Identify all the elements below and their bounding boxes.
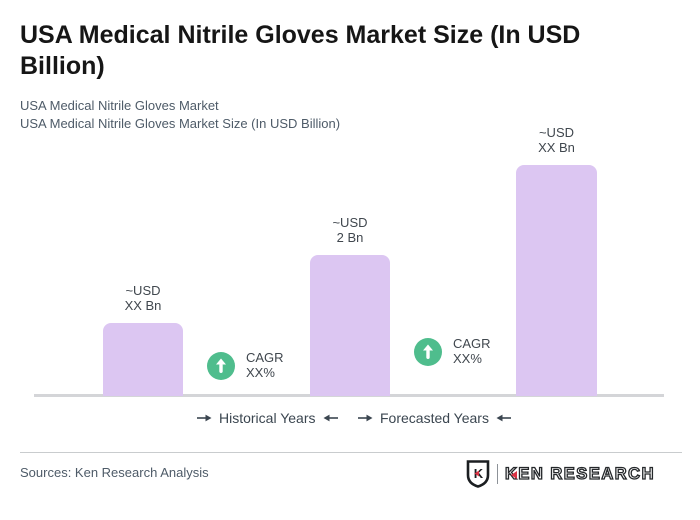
- cagr-badge-2: CAGR XX%: [414, 336, 491, 366]
- logo-separator: [496, 464, 498, 484]
- arrow-left-icon: [323, 414, 338, 422]
- growth-up-arrow-icon: [207, 351, 235, 380]
- forecasted-years-label: Forecasted Years: [358, 410, 511, 426]
- arrow-right-icon: [358, 414, 373, 422]
- growth-up-arrow-icon: [414, 337, 442, 366]
- bar-group-forecasted: ~USD XX Bn: [516, 125, 597, 396]
- bar-value-label: ~USD XX Bn: [124, 283, 162, 313]
- bar-historical: [103, 323, 183, 396]
- page-title: USA Medical Nitrile Gloves Market Size (…: [20, 21, 581, 80]
- arrow-left-icon: [496, 414, 511, 422]
- chart-subtitle: USA Medical Nitrile Gloves Market USA Me…: [20, 97, 340, 132]
- bar-value-label: ~USD XX Bn: [538, 125, 575, 155]
- arrow-right-icon: [197, 414, 212, 422]
- cagr-label: CAGR XX%: [453, 336, 491, 366]
- ken-research-logo: K KEN RESEARCH: [466, 460, 655, 488]
- sources-text: Sources: Ken Research Analysis: [20, 465, 209, 480]
- logo-red-triangle: [510, 470, 517, 479]
- bar-group-historical: ~USD XX Bn: [103, 283, 183, 396]
- logo-shield-icon: K: [466, 460, 490, 488]
- bar-current: [310, 255, 390, 396]
- cagr-badge-1: CAGR XX%: [207, 350, 284, 380]
- historical-years-label: Historical Years: [197, 410, 338, 426]
- bar-forecasted: [516, 165, 597, 396]
- bar-value-label: ~USD 2 Bn: [332, 215, 368, 245]
- subtitle-line1: USA Medical Nitrile Gloves Market: [20, 98, 219, 113]
- footer-divider: [20, 452, 682, 453]
- bar-group-current: ~USD 2 Bn: [310, 215, 390, 396]
- cagr-label: CAGR XX%: [246, 350, 284, 380]
- subtitle-line2: USA Medical Nitrile Gloves Market Size (…: [20, 115, 341, 131]
- logo-text: KEN RESEARCH: [504, 464, 655, 483]
